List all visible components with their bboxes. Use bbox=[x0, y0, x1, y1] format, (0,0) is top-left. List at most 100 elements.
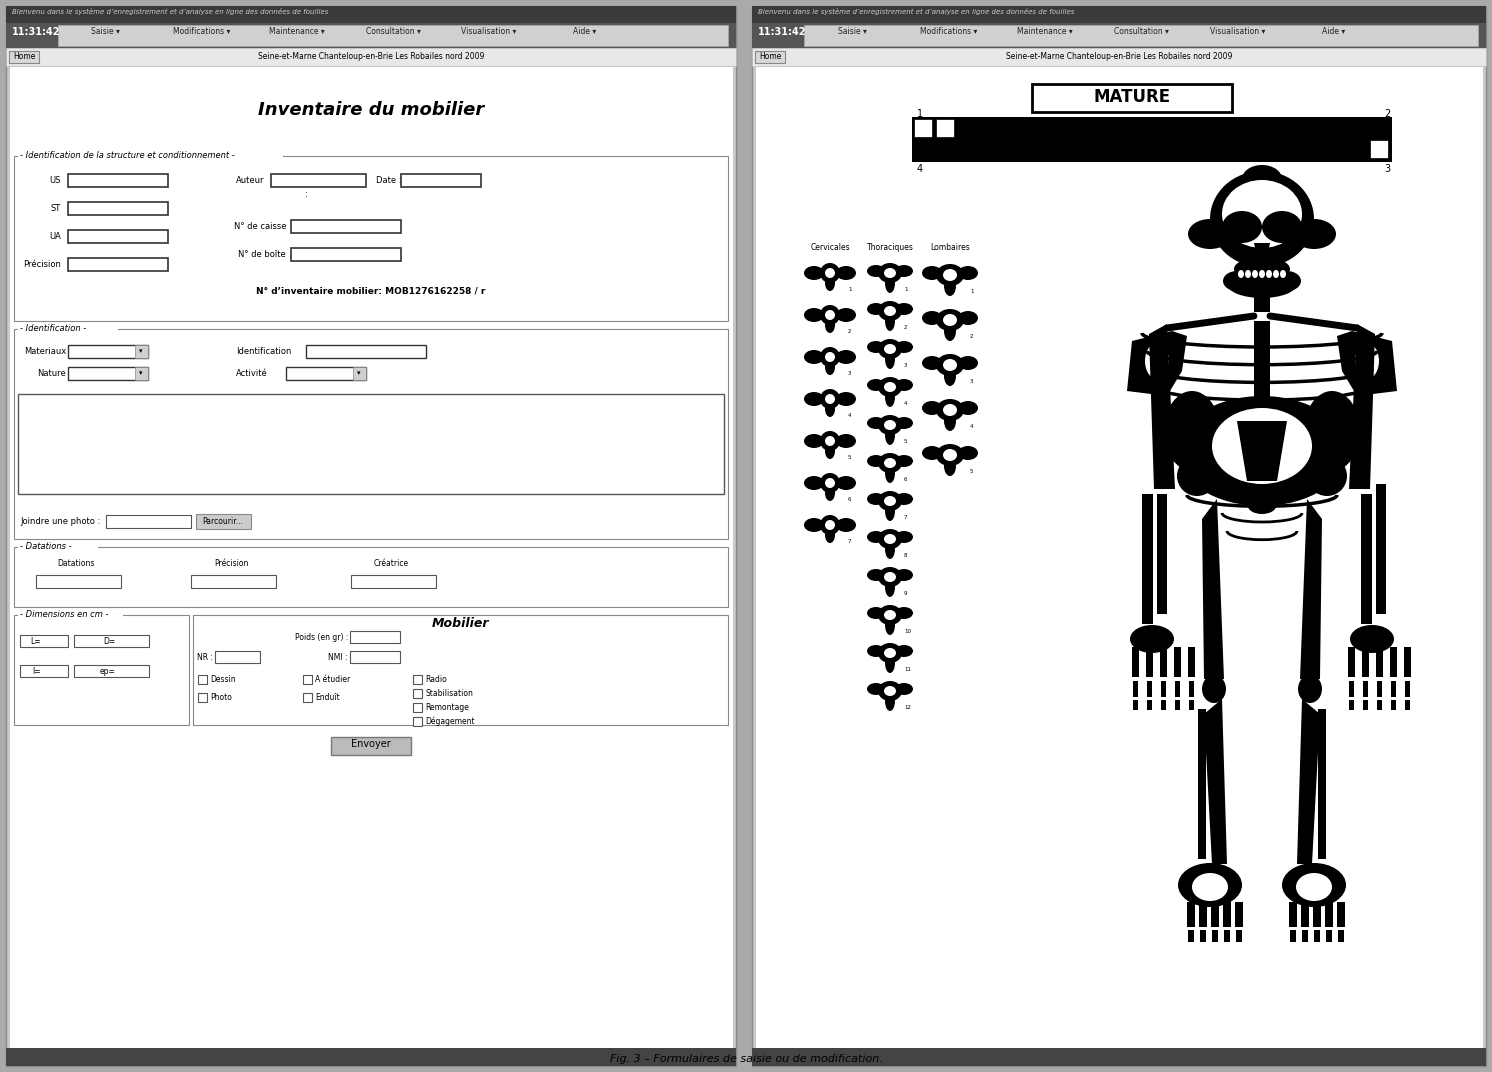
Text: Fig. 3 – Formulaires de saisie ou de modification.: Fig. 3 – Formulaires de saisie ou de mod… bbox=[610, 1054, 882, 1064]
Text: 11: 11 bbox=[904, 667, 912, 672]
Bar bbox=[1347, 647, 1355, 678]
Text: - Datations -: - Datations - bbox=[19, 542, 72, 551]
Bar bbox=[134, 345, 148, 358]
Bar bbox=[915, 119, 932, 137]
Ellipse shape bbox=[804, 434, 824, 448]
Bar bbox=[69, 174, 169, 187]
Bar bbox=[18, 155, 283, 167]
Bar bbox=[75, 635, 149, 647]
Text: Seine-et-Marne Chanteloup-en-Brie Les Robailes nord 2009: Seine-et-Marne Chanteloup-en-Brie Les Ro… bbox=[1006, 53, 1232, 61]
Text: Bienvenu dans le système d’enregistrement et d’analyse en ligne des données de f: Bienvenu dans le système d’enregistremen… bbox=[12, 8, 328, 15]
Ellipse shape bbox=[867, 265, 885, 277]
Ellipse shape bbox=[895, 379, 913, 391]
Bar bbox=[1301, 902, 1308, 927]
Bar bbox=[1156, 494, 1167, 614]
Text: Cervicales: Cervicales bbox=[810, 243, 850, 252]
Ellipse shape bbox=[885, 501, 895, 521]
Ellipse shape bbox=[1203, 675, 1226, 703]
Ellipse shape bbox=[804, 392, 824, 406]
Text: 3: 3 bbox=[904, 363, 907, 368]
Bar bbox=[1364, 681, 1368, 697]
Bar bbox=[752, 1048, 1486, 1066]
Text: N° de boîte: N° de boîte bbox=[239, 250, 286, 259]
Bar bbox=[1188, 930, 1194, 942]
Polygon shape bbox=[1349, 324, 1376, 489]
Bar bbox=[13, 157, 728, 321]
Bar bbox=[1391, 700, 1397, 710]
Text: Dégagement: Dégagement bbox=[425, 717, 474, 727]
Bar bbox=[1405, 681, 1410, 697]
Bar bbox=[1146, 647, 1153, 678]
Text: 1: 1 bbox=[970, 289, 973, 294]
Ellipse shape bbox=[867, 379, 885, 391]
Bar bbox=[331, 738, 410, 755]
Ellipse shape bbox=[877, 263, 903, 283]
Ellipse shape bbox=[821, 389, 840, 410]
Text: Maintenance ▾: Maintenance ▾ bbox=[1018, 27, 1073, 36]
Ellipse shape bbox=[1350, 625, 1394, 653]
Ellipse shape bbox=[958, 401, 977, 415]
Ellipse shape bbox=[883, 572, 897, 582]
Ellipse shape bbox=[944, 456, 956, 476]
Bar bbox=[198, 675, 207, 684]
Text: Créatrice: Créatrice bbox=[373, 559, 409, 568]
Bar bbox=[1212, 930, 1217, 942]
Bar bbox=[1189, 700, 1194, 710]
Ellipse shape bbox=[804, 476, 824, 490]
Ellipse shape bbox=[821, 263, 840, 283]
Bar bbox=[69, 367, 148, 379]
Bar bbox=[18, 394, 724, 494]
Text: ▾: ▾ bbox=[139, 370, 143, 376]
Bar bbox=[1377, 681, 1382, 697]
Bar bbox=[1032, 84, 1232, 111]
Text: 6: 6 bbox=[847, 497, 852, 502]
Bar bbox=[1376, 483, 1386, 614]
Ellipse shape bbox=[836, 434, 856, 448]
Bar bbox=[1253, 321, 1270, 401]
Bar bbox=[306, 345, 427, 358]
Ellipse shape bbox=[883, 268, 897, 278]
Bar bbox=[6, 1048, 736, 1066]
Bar bbox=[1317, 709, 1326, 859]
Text: 1: 1 bbox=[918, 109, 924, 119]
Bar bbox=[1326, 930, 1332, 942]
Bar bbox=[1159, 647, 1167, 678]
Text: 2: 2 bbox=[1385, 109, 1391, 119]
Bar bbox=[272, 174, 366, 187]
Bar bbox=[1404, 647, 1411, 678]
Bar bbox=[6, 48, 736, 66]
Text: 2: 2 bbox=[904, 325, 907, 330]
Text: L=: L= bbox=[30, 637, 40, 646]
Bar bbox=[1377, 700, 1382, 710]
Ellipse shape bbox=[1226, 270, 1297, 298]
Ellipse shape bbox=[943, 269, 956, 281]
Text: Enduît: Enduît bbox=[315, 693, 340, 702]
Ellipse shape bbox=[867, 645, 885, 657]
Ellipse shape bbox=[943, 404, 956, 416]
Ellipse shape bbox=[1259, 270, 1265, 278]
Ellipse shape bbox=[895, 341, 913, 353]
Bar bbox=[286, 367, 366, 379]
Ellipse shape bbox=[1282, 863, 1346, 907]
Text: ST: ST bbox=[51, 204, 61, 213]
Bar bbox=[752, 48, 1486, 66]
Ellipse shape bbox=[1252, 270, 1258, 278]
Text: N° de caisse: N° de caisse bbox=[234, 222, 286, 230]
Ellipse shape bbox=[1273, 270, 1279, 278]
Ellipse shape bbox=[836, 349, 856, 364]
Ellipse shape bbox=[836, 476, 856, 490]
Ellipse shape bbox=[895, 569, 913, 581]
Ellipse shape bbox=[944, 411, 956, 431]
Bar bbox=[804, 25, 1479, 46]
Bar bbox=[1223, 930, 1229, 942]
Ellipse shape bbox=[1262, 211, 1303, 243]
Bar bbox=[752, 23, 1486, 48]
Bar bbox=[413, 675, 422, 684]
Ellipse shape bbox=[1238, 270, 1244, 278]
Text: 4: 4 bbox=[918, 164, 924, 174]
Bar bbox=[1337, 902, 1344, 927]
Bar bbox=[1325, 902, 1332, 927]
Bar bbox=[755, 51, 785, 63]
Bar bbox=[215, 651, 260, 662]
Ellipse shape bbox=[883, 496, 897, 506]
